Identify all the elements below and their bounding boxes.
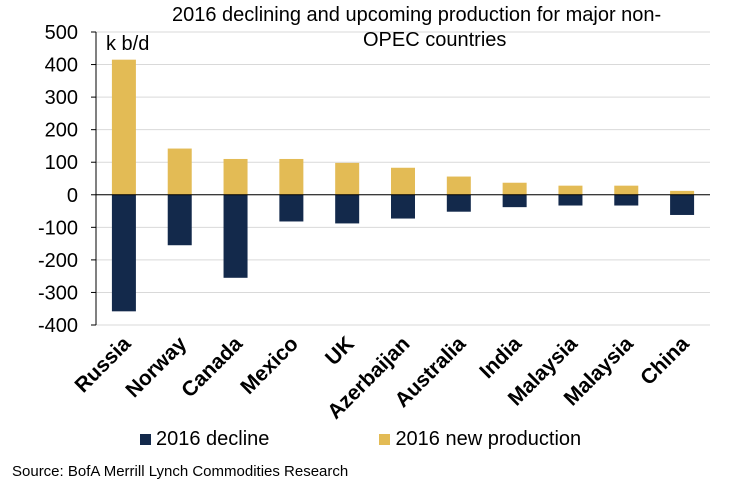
- legend-swatch-new-production: [379, 434, 391, 445]
- x-tick-label-canada: Canada: [177, 332, 247, 402]
- bar-new-production-china: [670, 190, 695, 195]
- bar-new-production-azerbaijan: [391, 167, 415, 195]
- x-tick-label-india: India: [475, 332, 526, 383]
- bar-new-production-canada: [223, 158, 248, 195]
- bar-decline-azerbaijan: [391, 194, 415, 219]
- legend-item-decline: 2016 decline: [140, 428, 269, 451]
- bar-decline-uk: [335, 194, 360, 224]
- y-tick-label: 200: [45, 120, 78, 142]
- y-tick-label: -400: [38, 315, 78, 337]
- x-tick-label-china: China: [636, 332, 694, 390]
- source-note: Source: BofA Merrill Lynch Commodities R…: [12, 463, 349, 480]
- legend: 2016 decline 2016 new production: [140, 428, 691, 451]
- bar-new-production-norway: [167, 148, 192, 195]
- bar-new-production-australia: [446, 176, 471, 195]
- bar-decline-malaysia: [558, 194, 583, 206]
- y-tick-label: 500: [45, 22, 78, 44]
- bar-decline-australia: [446, 194, 471, 212]
- bar-decline-mexico: [279, 194, 304, 222]
- y-tick-labels: 500 400 300 200 100 0 -100 -200 -300 -400: [38, 22, 78, 337]
- bar-decline-canada: [223, 194, 248, 278]
- chart-title-line-1: 2016 declining and upcoming production f…: [172, 4, 662, 26]
- bar-new-production-mexico: [279, 158, 304, 195]
- bar-new-production-malaysia: [558, 185, 583, 195]
- axes: [91, 31, 710, 326]
- bar-decline-malaysia: [614, 194, 639, 206]
- bar-decline-china: [670, 194, 695, 215]
- bar-new-production-russia: [111, 59, 136, 195]
- legend-label-decline: 2016 decline: [156, 428, 270, 450]
- legend-swatch-decline: [140, 434, 151, 445]
- bars: [111, 59, 695, 312]
- y-tick-label: 100: [45, 152, 78, 174]
- chart-title-line-2: OPEC countries: [363, 29, 507, 51]
- bar-new-production-india: [502, 182, 527, 195]
- legend-item-new-production: 2016 new production: [379, 428, 581, 451]
- y-tick-label: 400: [45, 55, 78, 77]
- bar-new-production-uk: [335, 162, 360, 195]
- x-tick-label-norway: Norway: [121, 332, 191, 402]
- y-tick-label: 0: [67, 185, 78, 207]
- x-tick-label-uk: UK: [321, 332, 359, 370]
- y-axis-label: k b/d: [106, 33, 149, 55]
- y-tick-label: 300: [45, 87, 78, 109]
- x-tick-label-mexico: Mexico: [236, 332, 303, 399]
- y-tick-label: -100: [38, 217, 78, 239]
- bar-decline-norway: [167, 194, 192, 246]
- y-tick-label: -200: [38, 250, 78, 272]
- y-tick-label: -300: [38, 282, 78, 304]
- bar-new-production-malaysia: [614, 185, 639, 195]
- bar-decline-india: [502, 194, 527, 208]
- legend-label-new-production: 2016 new production: [395, 428, 582, 450]
- bar-decline-russia: [111, 194, 136, 312]
